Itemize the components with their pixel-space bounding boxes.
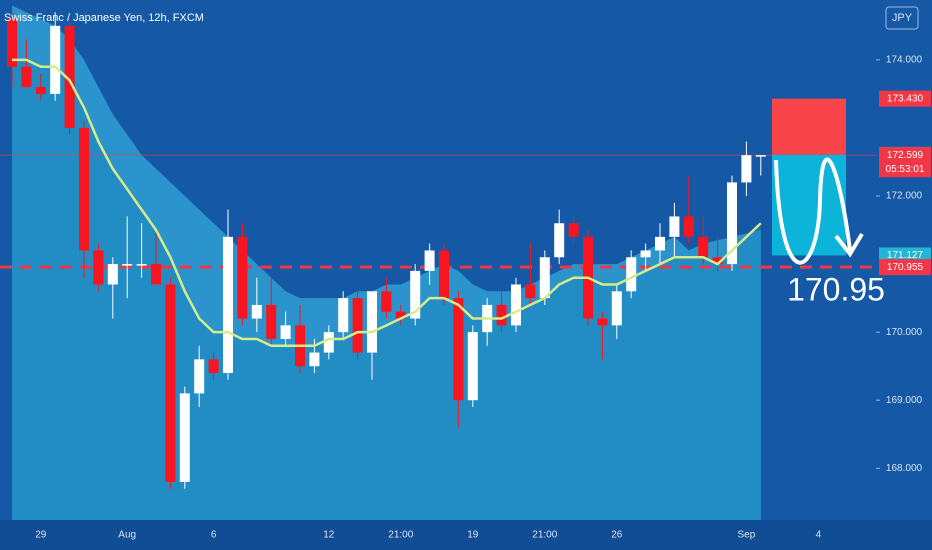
- currency[interactable]: JPY: [892, 12, 913, 24]
- candle-body: [266, 304, 277, 339]
- stop-zone: [772, 98, 846, 155]
- candle-body: [496, 304, 507, 326]
- candle-body: [208, 359, 219, 373]
- x-tick-label: 12: [323, 530, 335, 541]
- candle-body: [280, 325, 291, 339]
- candle-body: [410, 270, 421, 319]
- candle-body: [352, 298, 363, 353]
- x-tick-label: 4: [816, 530, 822, 541]
- candle-body: [309, 352, 320, 367]
- candle-body: [525, 284, 536, 299]
- candle-body: [655, 236, 665, 251]
- price-label: 173.430: [887, 93, 924, 104]
- candle-body: [453, 298, 464, 401]
- candle-body: [395, 311, 406, 319]
- forecast-arrow: [774, 157, 852, 265]
- candle-body: [107, 264, 118, 285]
- x-axis-strip: [0, 520, 932, 550]
- y-tick-label: 172.000: [886, 191, 923, 202]
- candle-body: [237, 236, 248, 319]
- plot: [0, 5, 876, 521]
- candle-body: [439, 250, 449, 299]
- candle-body: [539, 257, 550, 299]
- candle-body: [712, 257, 723, 265]
- candle-body: [367, 291, 377, 353]
- candle-body: [381, 291, 392, 312]
- chart-title: Swiss Franc / Japanese Yen, 12h, FXCM: [4, 12, 204, 24]
- candle-body: [597, 318, 608, 326]
- candle-body: [727, 182, 737, 265]
- candle-body: [79, 127, 89, 251]
- candle-body: [640, 250, 651, 258]
- x-tick-label: Aug: [118, 530, 136, 541]
- candle-body: [194, 359, 205, 394]
- candle-body: [35, 87, 46, 94]
- x-tick-label: 6: [211, 530, 217, 541]
- candle-body: [223, 236, 233, 373]
- y-tick-label: 168.000: [886, 463, 923, 474]
- x-tick-label: 19: [467, 530, 479, 541]
- candle-body: [251, 304, 262, 319]
- price-label: 172.599: [887, 150, 924, 161]
- candle-body: [323, 332, 334, 353]
- price-label: 170.955: [887, 262, 924, 273]
- candle-body: [179, 393, 190, 482]
- price-label-box: [879, 90, 931, 107]
- countdown: 05:53:01: [886, 164, 925, 175]
- price-label-box: [879, 147, 931, 178]
- candle-body: [741, 155, 752, 183]
- target-text: 170.95: [787, 271, 885, 307]
- x-tick-label: 29: [35, 530, 47, 541]
- candle-body: [554, 223, 565, 258]
- price-label-box: [879, 259, 931, 276]
- candle-body: [683, 216, 694, 237]
- candle-body: [611, 291, 622, 326]
- candle-body: [568, 223, 579, 237]
- x-tick-label: 26: [611, 530, 623, 541]
- ma-line: [12, 58, 762, 348]
- candle-body: [165, 284, 176, 482]
- candle-body: [21, 66, 32, 88]
- candle-body: [338, 298, 349, 333]
- x-tick-label: 21:00: [388, 530, 413, 541]
- candle-body: [7, 19, 17, 67]
- candle-body: [698, 236, 709, 258]
- arrow-head: [834, 232, 864, 258]
- candle-body: [626, 257, 637, 292]
- candle-body: [136, 264, 147, 266]
- candle-body: [50, 25, 61, 94]
- candle-body: [669, 216, 680, 237]
- x-tick-label: Sep: [738, 530, 756, 541]
- candle-body: [424, 250, 435, 271]
- candle-body: [467, 332, 478, 401]
- candle-body: [122, 264, 133, 266]
- y-tick-label: 174.000: [886, 55, 923, 66]
- y-tick-label: 169.000: [886, 395, 923, 406]
- candle-body: [93, 250, 104, 285]
- currency-button[interactable]: [885, 6, 919, 30]
- y-tick-label: 170.000: [886, 327, 923, 338]
- candle-body: [755, 155, 766, 157]
- x-tick-label: 21:00: [532, 530, 557, 541]
- candle-body: [64, 25, 75, 128]
- candle-body: [511, 284, 521, 326]
- price-label: 171.127: [887, 250, 924, 261]
- candle-body: [151, 264, 161, 285]
